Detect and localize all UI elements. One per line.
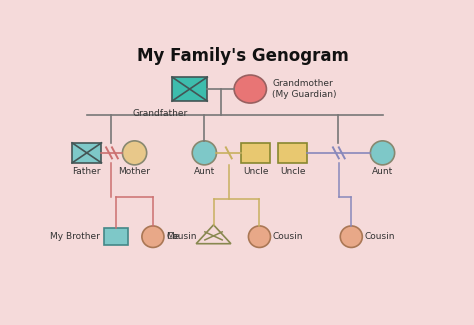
Bar [241, 143, 271, 163]
Bar [278, 143, 307, 163]
Text: Cousin: Cousin [364, 232, 395, 241]
Text: Grandfather: Grandfather [133, 109, 188, 118]
Bar [172, 77, 207, 101]
Ellipse shape [142, 226, 164, 247]
Text: Father: Father [73, 167, 101, 176]
Ellipse shape [248, 226, 271, 247]
Bar [72, 143, 101, 163]
Text: Me: Me [166, 232, 179, 241]
Text: Aunt: Aunt [194, 167, 215, 176]
Bar [104, 228, 128, 245]
Text: My Family's Genogram: My Family's Genogram [137, 46, 349, 64]
Text: Grandmother
(My Guardian): Grandmother (My Guardian) [272, 79, 337, 99]
Text: Mother: Mother [118, 167, 151, 176]
Text: My Brother: My Brother [50, 232, 100, 241]
Text: Cousin: Cousin [272, 232, 303, 241]
Ellipse shape [234, 75, 266, 103]
Text: Uncle: Uncle [280, 167, 305, 176]
Ellipse shape [370, 141, 395, 165]
Text: Aunt: Aunt [372, 167, 393, 176]
Polygon shape [196, 225, 231, 244]
Text: Uncle: Uncle [243, 167, 269, 176]
Text: Cousin: Cousin [166, 232, 197, 241]
Ellipse shape [122, 141, 146, 165]
Ellipse shape [340, 226, 362, 247]
Ellipse shape [192, 141, 217, 165]
